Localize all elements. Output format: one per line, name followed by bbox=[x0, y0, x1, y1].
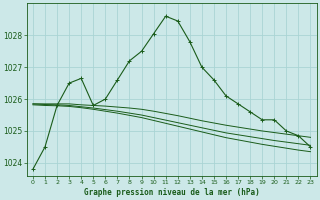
X-axis label: Graphe pression niveau de la mer (hPa): Graphe pression niveau de la mer (hPa) bbox=[84, 188, 260, 197]
